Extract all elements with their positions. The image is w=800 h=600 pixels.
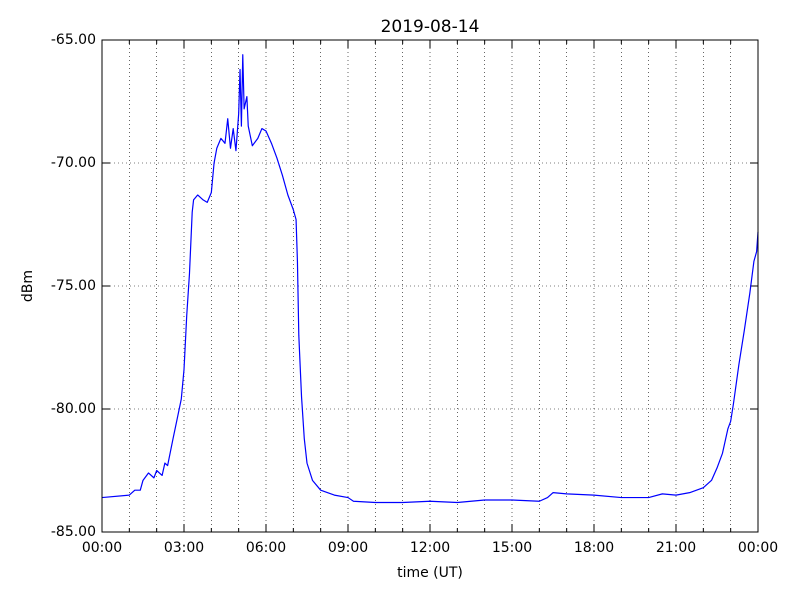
y-tick-label: -70.00: [51, 155, 96, 171]
y-tick-label: -75.00: [51, 278, 96, 294]
x-tick-label: 09:00: [328, 540, 368, 556]
y-tick-label: -80.00: [51, 401, 96, 417]
chart-title: 2019-08-14: [381, 17, 480, 37]
plot-frame: [101, 39, 759, 533]
y-tick-label: -85.00: [51, 524, 96, 540]
y-axis-label: dBm: [20, 270, 36, 302]
x-tick-label: 00:00: [738, 540, 778, 556]
x-axis-label: time (UT): [397, 565, 463, 581]
x-tick-label: 03:00: [164, 540, 204, 556]
x-tick-label: 06:00: [246, 540, 286, 556]
x-tick-label: 18:00: [574, 540, 614, 556]
x-tick-label: 00:00: [82, 540, 122, 556]
x-tick-label: 21:00: [656, 540, 696, 556]
data-line: [101, 54, 759, 504]
y-tick-label: -65.00: [51, 32, 96, 48]
x-tick-label: 12:00: [410, 540, 450, 556]
x-tick-label: 15:00: [492, 540, 532, 556]
